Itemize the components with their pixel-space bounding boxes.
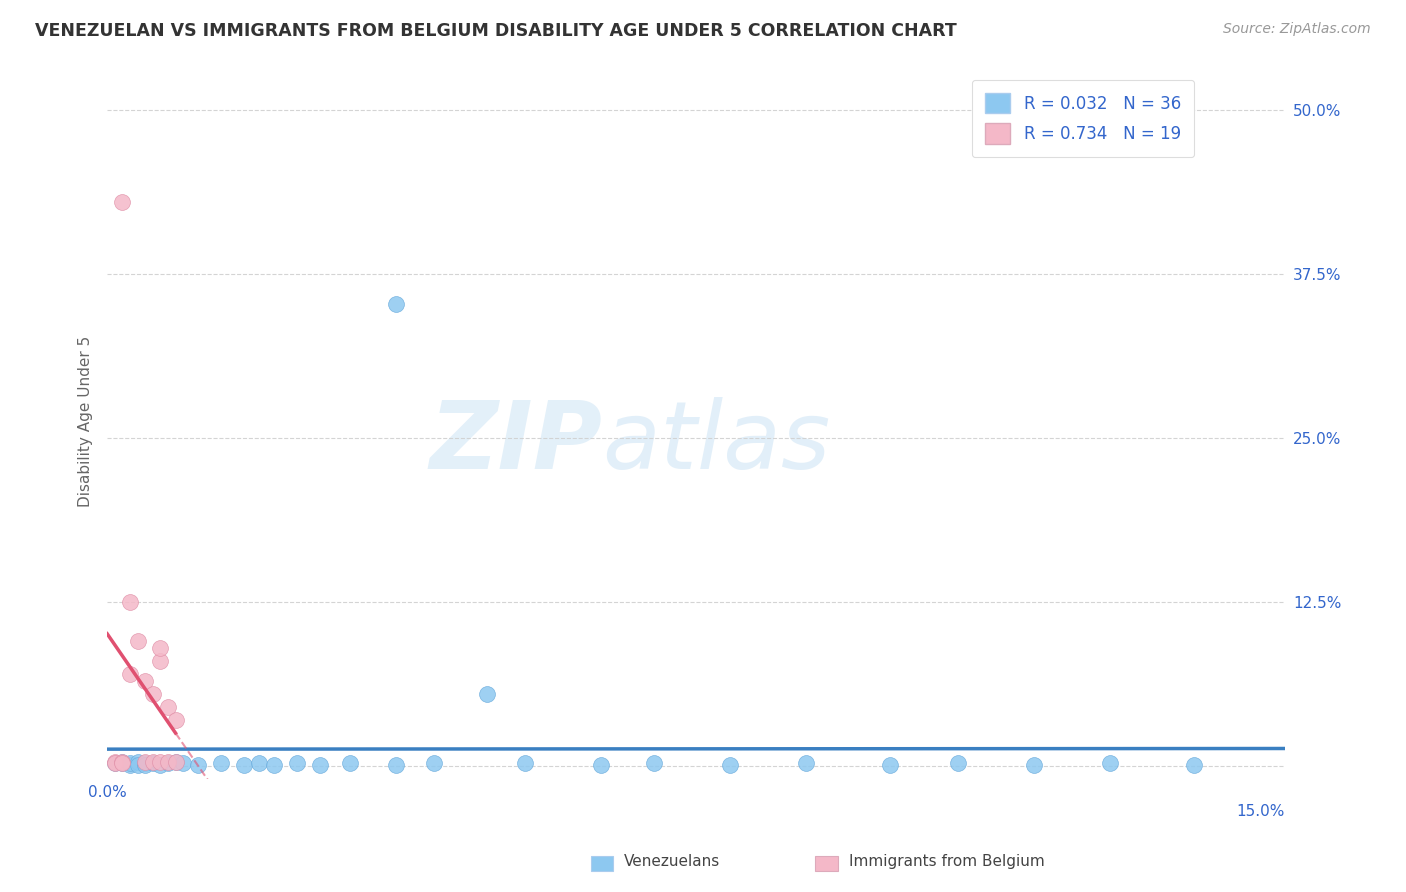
Point xyxy=(104,756,127,771)
Point xyxy=(118,756,141,771)
Point xyxy=(127,755,149,769)
Point xyxy=(104,756,127,771)
Point xyxy=(513,756,536,771)
Point xyxy=(127,634,149,648)
Point xyxy=(1099,756,1122,771)
Point xyxy=(156,755,179,769)
Point xyxy=(948,756,970,771)
Point xyxy=(111,194,134,209)
Text: Venezuelans: Venezuelans xyxy=(624,855,720,869)
Text: VENEZUELAN VS IMMIGRANTS FROM BELGIUM DISABILITY AGE UNDER 5 CORRELATION CHART: VENEZUELAN VS IMMIGRANTS FROM BELGIUM DI… xyxy=(35,22,957,40)
Point xyxy=(118,667,141,681)
Point xyxy=(1182,757,1205,772)
Point xyxy=(794,756,817,771)
Point xyxy=(111,755,134,769)
Point xyxy=(111,755,134,769)
Point xyxy=(134,756,156,771)
Point xyxy=(149,757,172,772)
Point xyxy=(149,654,172,668)
Point xyxy=(1024,757,1046,772)
Point xyxy=(165,755,187,769)
Point xyxy=(285,756,308,771)
Point xyxy=(643,756,665,771)
Y-axis label: Disability Age Under 5: Disability Age Under 5 xyxy=(79,336,93,508)
Point xyxy=(339,756,361,771)
Point xyxy=(385,297,408,311)
Point xyxy=(156,699,179,714)
Point xyxy=(118,595,141,609)
Text: Source: ZipAtlas.com: Source: ZipAtlas.com xyxy=(1223,22,1371,37)
Legend: R = 0.032   N = 36, R = 0.734   N = 19: R = 0.032 N = 36, R = 0.734 N = 19 xyxy=(972,79,1194,157)
Point xyxy=(111,756,134,771)
Point xyxy=(111,756,134,771)
Point xyxy=(127,757,149,772)
Point xyxy=(263,757,285,772)
Text: atlas: atlas xyxy=(602,398,830,489)
Text: 15.0%: 15.0% xyxy=(1237,804,1285,819)
Point xyxy=(187,757,209,772)
Point xyxy=(142,755,165,769)
Point xyxy=(309,757,332,772)
Point xyxy=(423,756,446,771)
Point xyxy=(232,757,254,772)
Text: ZIP: ZIP xyxy=(429,397,602,489)
Point xyxy=(142,756,165,771)
Point xyxy=(142,687,165,701)
Point xyxy=(247,756,270,771)
Point xyxy=(118,757,141,772)
Point xyxy=(165,713,187,727)
Point xyxy=(134,755,156,769)
Point xyxy=(149,640,172,655)
Point xyxy=(134,757,156,772)
Point xyxy=(718,757,741,772)
Text: Immigrants from Belgium: Immigrants from Belgium xyxy=(849,855,1045,869)
Point xyxy=(209,756,232,771)
Point xyxy=(879,757,901,772)
Point xyxy=(134,673,156,688)
Point xyxy=(149,755,172,769)
Point xyxy=(165,755,187,769)
Point xyxy=(385,757,408,772)
Point xyxy=(475,687,498,701)
Point xyxy=(104,755,127,769)
Point xyxy=(156,756,179,771)
Point xyxy=(591,757,613,772)
Point xyxy=(172,756,194,771)
